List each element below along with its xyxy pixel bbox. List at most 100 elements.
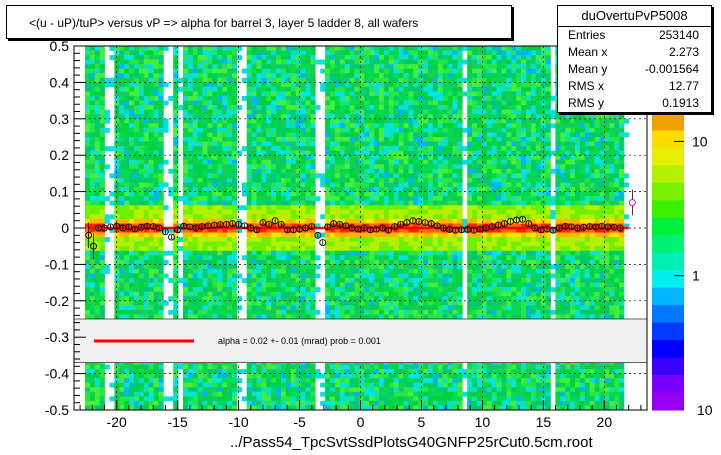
heatmap-cell [232,269,238,274]
heatmap-cell [202,250,208,256]
heatmap-cell [89,396,96,402]
heatmap-cell [256,264,262,270]
heatmap-cell [261,182,267,188]
heatmap-cell [413,237,419,242]
heatmap-cell [129,396,135,402]
heatmap-cell [163,205,169,211]
heatmap-cell [271,305,277,311]
heatmap-cell [369,196,375,202]
heatmap-cell [418,314,424,320]
heatmap-cell [423,109,429,115]
heatmap-cell [423,269,429,274]
heatmap-cell [388,77,394,83]
heatmap-cell [222,296,228,302]
heatmap-cell [339,296,345,302]
heatmap-cell [418,146,424,151]
heatmap-cell [261,209,267,215]
heatmap-cell [143,273,149,279]
heatmap-cell [281,141,287,147]
heatmap-cell [408,187,414,192]
heatmap-cell [109,200,115,206]
heatmap-cell [364,105,370,110]
heatmap-cell [330,59,336,65]
heatmap-cell [89,187,96,192]
heatmap-cell [85,241,91,247]
heatmap-cell [354,178,360,183]
heatmap-cell [369,82,375,88]
heatmap-cell [153,82,159,88]
heatmap-cell [369,127,375,133]
heatmap-cell [418,141,424,147]
heatmap-cell [207,55,213,60]
heatmap-cell [339,228,345,233]
heatmap-cell [418,68,424,74]
heatmap-cell [290,296,296,302]
heatmap-cell [124,269,130,274]
heatmap-cell [217,209,223,215]
heatmap-cell [134,237,140,242]
heatmap-cell [124,214,130,220]
heatmap-cell [256,269,262,274]
heatmap-cell [359,191,365,197]
heatmap-cell [354,241,360,247]
heatmap-cell [202,182,208,188]
heatmap-cell [85,200,91,206]
heatmap-cell [187,223,194,229]
heatmap-cell [295,241,301,247]
heatmap-cell [187,241,194,247]
heatmap-cell [119,168,125,174]
heatmap-cell [413,68,419,74]
heatmap-cell [330,209,336,215]
heatmap-cell [276,173,282,179]
heatmap-cell [134,64,140,70]
heatmap-cell [183,132,189,138]
heatmap-cell [251,191,257,197]
heatmap-cell [207,387,213,393]
heatmap-cell [364,378,370,384]
heatmap-cell [232,282,238,288]
heatmap-cell [178,278,184,283]
heatmap-cell [202,100,208,106]
heatmap-cell [217,77,223,83]
heatmap-cell [266,205,272,211]
heatmap-cell [192,196,198,202]
heatmap-cell [183,287,189,293]
heatmap-cell [408,378,414,384]
heatmap-cell [403,228,409,233]
heatmap-cell [305,228,311,233]
heatmap-cell [143,50,149,56]
heatmap-cell [339,369,345,374]
heatmap-cell [261,91,267,97]
heatmap-cell [89,369,96,374]
heatmap-cell [285,246,292,252]
heatmap-cell [207,173,213,179]
heatmap-cell [119,296,125,302]
heatmap-cell [148,228,154,233]
heatmap-cell [290,255,296,261]
heatmap-cell [153,91,159,97]
heatmap-cell [173,259,179,265]
heatmap-cell [197,68,203,74]
heatmap-cell [99,59,105,65]
heatmap-cell [89,50,96,56]
heatmap-cell [295,300,301,306]
heatmap-cell [276,264,282,270]
heatmap-cell [119,46,125,51]
heatmap-cell [374,191,380,197]
heatmap-cell [290,291,296,297]
heatmap-cell [266,182,272,188]
heatmap-cell [183,309,189,315]
heatmap-cell [138,250,145,256]
heatmap-cell [388,105,394,110]
heatmap-cell [408,232,414,238]
heatmap-cell [281,55,287,60]
heatmap-cell [119,132,125,138]
heatmap-cell [276,200,282,206]
heatmap-cell [192,173,198,179]
heatmap-cell [143,127,149,133]
heatmap-cell [232,259,238,265]
heatmap-cell [202,269,208,274]
heatmap-cell [369,187,375,192]
heatmap-cell [158,187,164,192]
heatmap-cell [124,50,130,56]
